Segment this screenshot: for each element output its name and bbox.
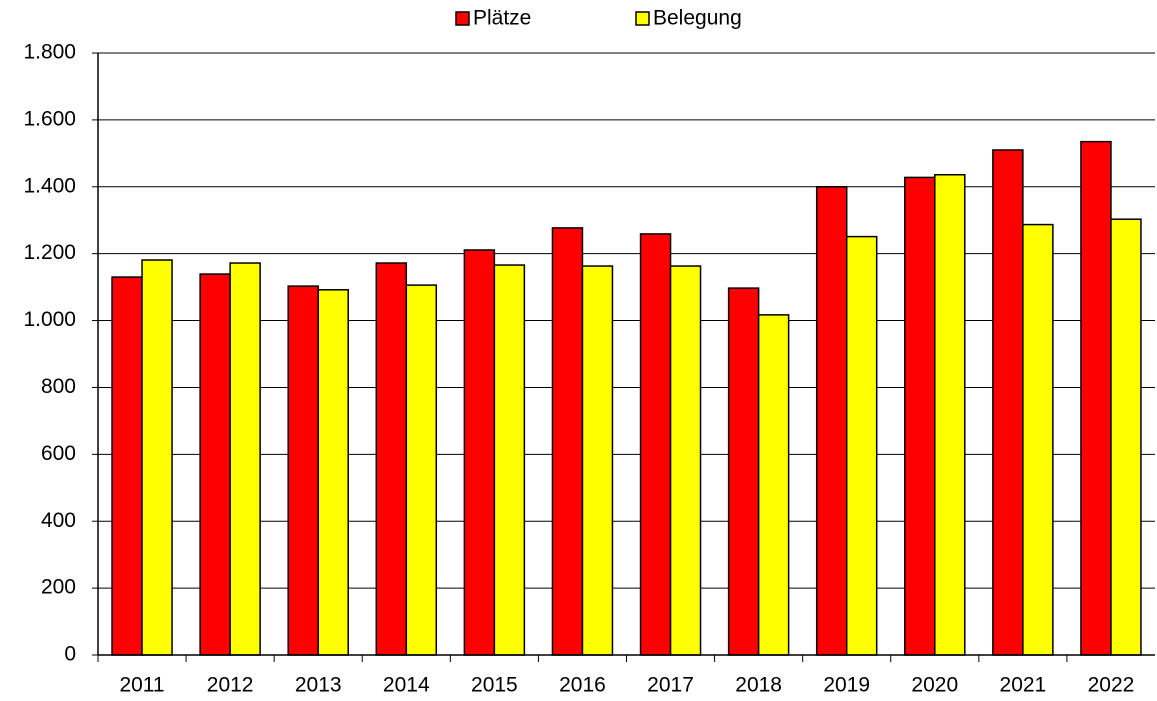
bar <box>493 264 526 656</box>
bar <box>551 227 584 656</box>
y-tick-label: 1.600 <box>23 107 76 130</box>
bar <box>405 284 438 656</box>
y-tick-label: 1.200 <box>23 241 76 264</box>
x-tick-label: 2017 <box>647 674 694 697</box>
bar <box>287 285 319 656</box>
x-tick-label: 2022 <box>1088 674 1135 697</box>
y-tick-label: 1.400 <box>23 174 76 197</box>
x-tick-label: 2021 <box>1000 674 1047 697</box>
bar <box>317 289 349 656</box>
bar <box>904 176 936 656</box>
x-tick-label: 2013 <box>295 674 342 697</box>
legend-label: Belegung <box>653 7 742 30</box>
y-tick-label: 400 <box>41 509 76 532</box>
bar <box>375 262 408 656</box>
bar <box>1022 223 1054 656</box>
bar <box>992 149 1024 656</box>
legend-swatch <box>455 11 470 26</box>
legend-label: Plätze <box>473 7 531 30</box>
y-tick-label: 200 <box>41 576 76 599</box>
bar <box>581 265 614 656</box>
bar <box>639 233 672 656</box>
bar <box>141 259 173 656</box>
x-tick-label: 2012 <box>207 674 254 697</box>
bar <box>111 276 143 656</box>
bar <box>669 265 702 656</box>
y-tick-label: 1.000 <box>23 308 76 331</box>
y-tick-label: 800 <box>41 375 76 398</box>
bar <box>199 273 231 656</box>
bar <box>463 249 496 656</box>
x-tick-label: 2020 <box>911 674 958 697</box>
y-tick-label: 1.800 <box>23 41 76 64</box>
y-tick-label: 600 <box>41 442 76 465</box>
bar <box>757 314 790 656</box>
x-tick-label: 2015 <box>471 674 518 697</box>
legend-swatch <box>635 11 650 26</box>
y-tick-label: 0 <box>64 643 76 666</box>
bar <box>845 235 878 656</box>
x-tick-label: 2016 <box>559 674 606 697</box>
bar <box>727 287 760 656</box>
x-tick-label: 2011 <box>119 674 164 697</box>
bar <box>229 262 261 656</box>
bar <box>1080 140 1112 656</box>
x-tick-label: 2014 <box>383 674 430 697</box>
bar <box>815 186 848 656</box>
x-tick-label: 2019 <box>823 674 870 697</box>
bar <box>934 173 966 656</box>
x-tick-label: 2018 <box>735 674 782 697</box>
bar <box>1110 218 1142 656</box>
